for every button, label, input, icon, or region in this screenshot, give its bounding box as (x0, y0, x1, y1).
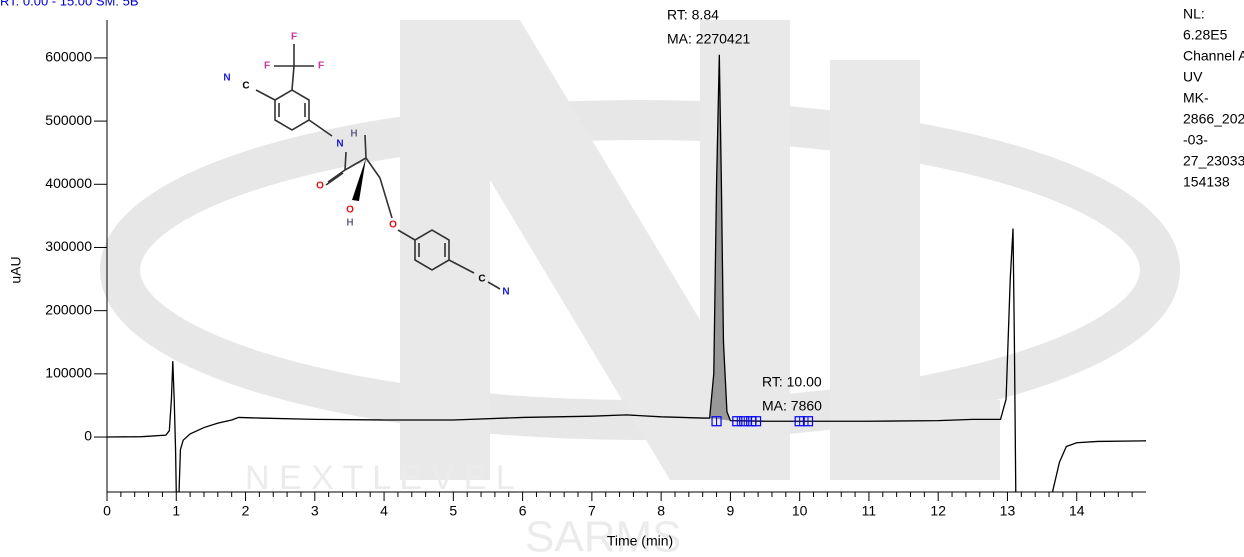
info-text: NL: (1183, 6, 1205, 22)
x-tick-label: 9 (727, 503, 735, 519)
wedge-bond (352, 158, 366, 201)
atom: N (223, 73, 230, 84)
atom: O (316, 181, 324, 192)
y-tick-label: 200000 (45, 301, 92, 317)
atom: C (478, 274, 485, 285)
info-text: Channel A (1183, 48, 1244, 64)
atom: C (242, 81, 249, 92)
atom: F (264, 61, 270, 72)
x-axis-label: Time (min) (607, 533, 673, 549)
info-text: UV (1183, 69, 1203, 85)
y-axis-label: uAU (8, 256, 24, 283)
atom: O (346, 205, 354, 216)
x-tick-label: 1 (172, 503, 180, 519)
peak-area-label: MA: 2270421 (667, 31, 750, 47)
x-tick-label: 13 (1000, 503, 1016, 519)
peak-rt-label: RT: 10.00 (762, 374, 822, 390)
x-tick-label: 8 (657, 503, 665, 519)
atom: H (350, 129, 357, 140)
x-tick-label: 0 (103, 503, 111, 519)
atom: O (389, 220, 397, 231)
x-tick-label: 5 (449, 503, 457, 519)
structure: F F F N C N H O O H O C N (223, 32, 509, 298)
watermark-n (400, 20, 790, 480)
atom: H (346, 218, 353, 229)
peak-rt-label: RT: 8.84 (667, 7, 719, 23)
info-text: 154138 (1183, 174, 1230, 190)
y-tick-label: 600000 (45, 49, 92, 65)
info-text: -03- (1183, 132, 1208, 148)
plot-area (107, 54, 1147, 492)
x-tick-label: 6 (519, 503, 527, 519)
chart-title: RT: 0.00 - 15.00 SM: 5B (0, 0, 139, 8)
trace-line (107, 54, 1147, 492)
x-tick-label: 10 (792, 503, 808, 519)
watermark-text: SARMS (525, 513, 681, 552)
watermark-text: N E X T L E V E L (245, 459, 515, 497)
y-tick-label: 300000 (45, 238, 92, 254)
y-tick-label: 0 (84, 428, 92, 444)
watermark: N E X T L E V E L SARMS (100, 20, 1180, 557)
x-tick-label: 7 (588, 503, 596, 519)
atom: F (291, 32, 297, 43)
info-text: 2866_2023 (1183, 111, 1244, 127)
x-tick-label: 2 (242, 503, 250, 519)
info-text: MK- (1183, 90, 1209, 106)
atom: N (502, 287, 509, 298)
y-tick-label: 400000 (45, 175, 92, 191)
bond (274, 89, 310, 131)
y-tick-label: 500000 (45, 112, 92, 128)
info-text: 27_230330 (1183, 153, 1244, 169)
x-tick-label: 4 (380, 503, 388, 519)
atom: F (318, 61, 324, 72)
watermark-l (830, 60, 1000, 480)
info-text: 6.28E5 (1183, 27, 1228, 43)
x-tick-label: 14 (1069, 503, 1085, 519)
y-tick-label: 100000 (45, 365, 92, 381)
x-tick-label: 12 (930, 503, 946, 519)
peak-area-label: MA: 7860 (762, 398, 822, 414)
x-tick-label: 3 (311, 503, 319, 519)
x-tick-label: 11 (862, 503, 877, 519)
atom: N (336, 139, 343, 150)
bond (414, 229, 501, 290)
bond (255, 44, 416, 241)
